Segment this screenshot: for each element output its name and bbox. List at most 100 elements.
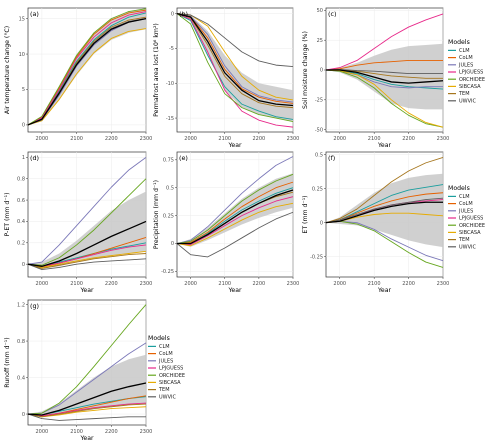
y-tick-label: 0.8 <box>17 176 25 182</box>
gridlines <box>28 8 147 132</box>
y-tick-label: -50 <box>315 127 323 133</box>
series-line-clm <box>176 13 294 120</box>
y-tick-label: 0 <box>22 123 25 129</box>
series-line-lpjguess <box>325 13 444 71</box>
legend-label-colm: CoLM <box>459 201 473 207</box>
x-tick-label: 2000 <box>333 136 346 142</box>
x-tick-label: 2200 <box>253 281 266 287</box>
legend-label-clm: CLM <box>459 48 470 54</box>
y-tick-label: 0.25 <box>163 213 174 219</box>
ensemble-mean-line <box>326 69 444 84</box>
legend-label-tem: TEM <box>458 237 470 243</box>
x-tick-label: 2300 <box>287 136 300 142</box>
panel-tag: (e) <box>179 154 188 162</box>
x-tick-label: 2100 <box>218 281 231 287</box>
y-tick-label: 0 <box>320 220 323 226</box>
legend-label-jules: JULES <box>158 358 173 364</box>
series-line-lpjguess <box>27 402 147 417</box>
y-tick-label: 0.5 <box>315 152 323 158</box>
y-tick-label: 0.5 <box>166 185 174 191</box>
ensemble-mean-line <box>27 17 147 126</box>
legend-title: Models <box>448 185 470 192</box>
panel-g: 2000 2100 2200 2300 0 0.4 0.8 1.2 Year Runoff (mm… <box>4 299 153 442</box>
series-line-jules <box>27 156 147 265</box>
series-line-jules <box>176 13 294 103</box>
legend-label-colm: CoLM <box>459 55 473 61</box>
y-tick-label: -15 <box>166 116 174 122</box>
series-line-colm <box>325 60 443 71</box>
y-tick-label: -25 <box>315 98 323 104</box>
legend-label-orchidee: ORCHIDEE <box>459 223 485 229</box>
series-line-uwvic <box>325 68 443 75</box>
legend-label-orchidee: ORCHIDEE <box>159 373 185 379</box>
legend-label-tem: TEM <box>458 91 470 97</box>
x-axis-title: Year <box>227 287 242 294</box>
series-line-orchidee <box>176 173 294 244</box>
x-tick-label: 2100 <box>218 136 231 142</box>
panel-tag: (b) <box>179 10 188 18</box>
panel-c: 2000 2100 2200 2300 50 25 0 -25 -50 Year Soil mois… <box>302 7 449 149</box>
series-line-sibcasa <box>27 28 147 126</box>
panel-tag: (c) <box>328 10 337 18</box>
model-spread-band <box>326 173 443 248</box>
series-line-orchidee <box>325 220 444 268</box>
y-axis-title: Soil moisture change (%) <box>302 31 309 109</box>
legend-label-uwvic: UWVIC <box>459 244 476 250</box>
legend-label-lpjguess: LPJGUESS <box>159 366 183 372</box>
y-tick-label: 0.2 <box>17 241 25 247</box>
series-line-orchidee <box>27 304 147 415</box>
y-tick-label: 0.4 <box>17 375 25 381</box>
legend-label-orchidee: ORCHIDEE <box>459 77 485 83</box>
series-line-colm <box>176 181 294 244</box>
y-axis-title: ET (mm d⁻¹) <box>302 195 309 233</box>
panel-f: 2000 2100 2200 2300 0.5 0.25 0 -0.25 Year ET (mm … <box>302 151 450 294</box>
x-tick-label: 2000 <box>36 281 49 287</box>
series-line-uwvic <box>27 413 146 421</box>
legend-label-uwvic: UWVIC <box>159 394 176 400</box>
x-tick-label: 2200 <box>402 281 415 287</box>
series-line-lpjguess <box>176 196 294 246</box>
y-tick-label: 0.75 <box>163 158 174 164</box>
legend-label-clm: CLM <box>459 194 470 200</box>
legend-title: Models <box>148 335 170 342</box>
x-tick-label: 2000 <box>184 136 197 142</box>
legend-label-colm: CoLM <box>159 351 173 357</box>
ensemble-mean-line <box>27 220 147 267</box>
x-tick-label: 2000 <box>333 281 346 287</box>
series-line-tem <box>325 157 444 224</box>
model-spread-band <box>177 173 293 247</box>
x-tick-label: 2300 <box>140 136 153 142</box>
panel-d: 2000 2100 2200 2300 0 0.2 0.4 0.6 0.8 1 Year P-ET (… <box>4 151 152 294</box>
series-line-orchidee <box>176 13 294 122</box>
y-tick-label: -5 <box>169 46 174 52</box>
series-line-sibcasa <box>176 202 294 247</box>
y-axis-title: Precipitation (mm d⁻¹) <box>153 180 160 249</box>
x-tick-label: 2100 <box>368 281 381 287</box>
y-axis-title: Permafrost area lost (10⁶ km²) <box>153 23 160 117</box>
x-axis-title: Year <box>377 142 392 149</box>
y-tick-label: 25 <box>317 38 323 44</box>
legend-label-jules: JULES <box>458 208 473 214</box>
x-tick-label: 2300 <box>140 429 153 435</box>
series-line-uwvic <box>27 258 147 270</box>
x-tick-label: 2200 <box>402 136 415 142</box>
y-tick-label: 5 <box>22 87 25 93</box>
series-line-sibcasa <box>325 69 444 128</box>
y-tick-label: 15 <box>19 16 25 22</box>
y-tick-label: 0.25 <box>312 186 323 192</box>
x-tick-label: 2100 <box>70 429 83 435</box>
series-line-uwvic <box>325 197 444 224</box>
x-tick-label: 2100 <box>368 136 381 142</box>
series-line-orchidee <box>27 178 147 266</box>
x-tick-label: 2200 <box>105 136 118 142</box>
panel-b: 2000 2100 2200 2300 0 -5 -10 -15 Year Permafrost … <box>153 7 300 149</box>
series-line-tem <box>27 253 147 269</box>
panel-e: 2000 2100 2200 2300 -0.25 0 0.25 0.5 0.75 Year Pre… <box>153 151 299 294</box>
y-tick-label: -0.25 <box>310 254 323 260</box>
panel-tag: (a) <box>30 10 39 18</box>
x-tick-label: 2300 <box>437 281 450 287</box>
y-tick-label: 0 <box>171 11 174 17</box>
panel-tag: (d) <box>30 154 39 162</box>
series-line-sibcasa <box>27 250 147 268</box>
